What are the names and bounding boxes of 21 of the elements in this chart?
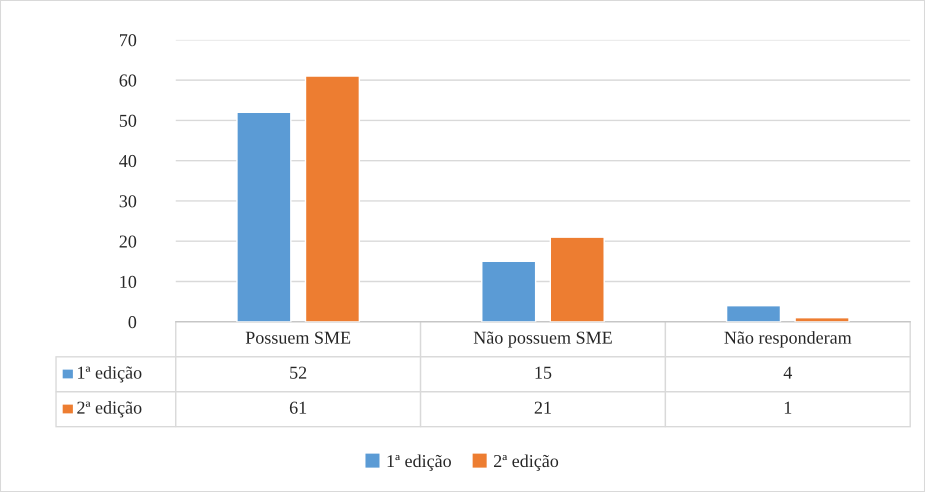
text: 1ª edição	[388, 454, 451, 471]
data-label: 61	[290, 402, 306, 414]
data-label: 4	[784, 366, 792, 379]
data-label: 52	[290, 366, 306, 379]
text: 2ª edição	[77, 401, 142, 418]
y-tick-label: 60	[120, 74, 136, 87]
legend-label: 2ª edição	[494, 454, 558, 471]
data-label: 15	[536, 366, 552, 379]
y-tick-label: 10	[120, 276, 136, 288]
x-tick-label: Não possuem SME	[474, 331, 612, 348]
y-tick-label: 0	[128, 316, 136, 328]
y-tick-label: 40	[119, 154, 136, 168]
y-tick-label: 30	[120, 195, 136, 208]
x-tick-label: Possuem SME	[246, 332, 350, 344]
data-label: 21	[534, 402, 551, 414]
y-tick-label: 20	[120, 235, 136, 248]
y-tick-label: 50	[120, 114, 136, 127]
legend-label: 1ª edição	[78, 366, 142, 382]
data-label: 1	[784, 402, 792, 414]
y-tick-label: 70	[120, 34, 136, 46]
x-tick-label: Não responderam	[724, 331, 852, 348]
